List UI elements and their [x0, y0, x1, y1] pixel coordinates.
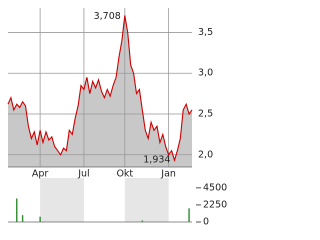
volume-band: [124, 178, 169, 222]
volume-bar: [141, 220, 144, 222]
volume-bar: [39, 216, 41, 222]
y-tick-label: 3,5: [198, 27, 213, 38]
x-tick-label: Jul: [77, 169, 89, 180]
x-tick-label: Apr: [32, 169, 49, 180]
y-tick-label: 3,0: [198, 68, 213, 79]
y-tick-label: 0: [203, 217, 209, 228]
y-tick-label: 2250: [203, 199, 227, 210]
y-tick-label: 2,0: [198, 149, 213, 160]
y-tick-label: 2,5: [198, 109, 213, 120]
x-tick-label: Okt: [116, 169, 133, 180]
price-line: [7, 15, 193, 163]
annotation: 1,934: [143, 155, 170, 166]
volume-bar: [21, 215, 24, 222]
annotation: 3,708: [94, 11, 121, 22]
volume-bar: [16, 198, 18, 222]
y-tick-label: 4500: [203, 182, 227, 193]
x-tick-label: Jan: [160, 169, 176, 180]
volume-band: [40, 178, 84, 222]
chart: 2,0 2,5 3,0 3,5 Apr Jul Okt Jan 3,708 1,934 0 2250 4…: [7, 8, 227, 228]
volume-bar: [188, 208, 190, 222]
area-fill: [8, 15, 192, 167]
